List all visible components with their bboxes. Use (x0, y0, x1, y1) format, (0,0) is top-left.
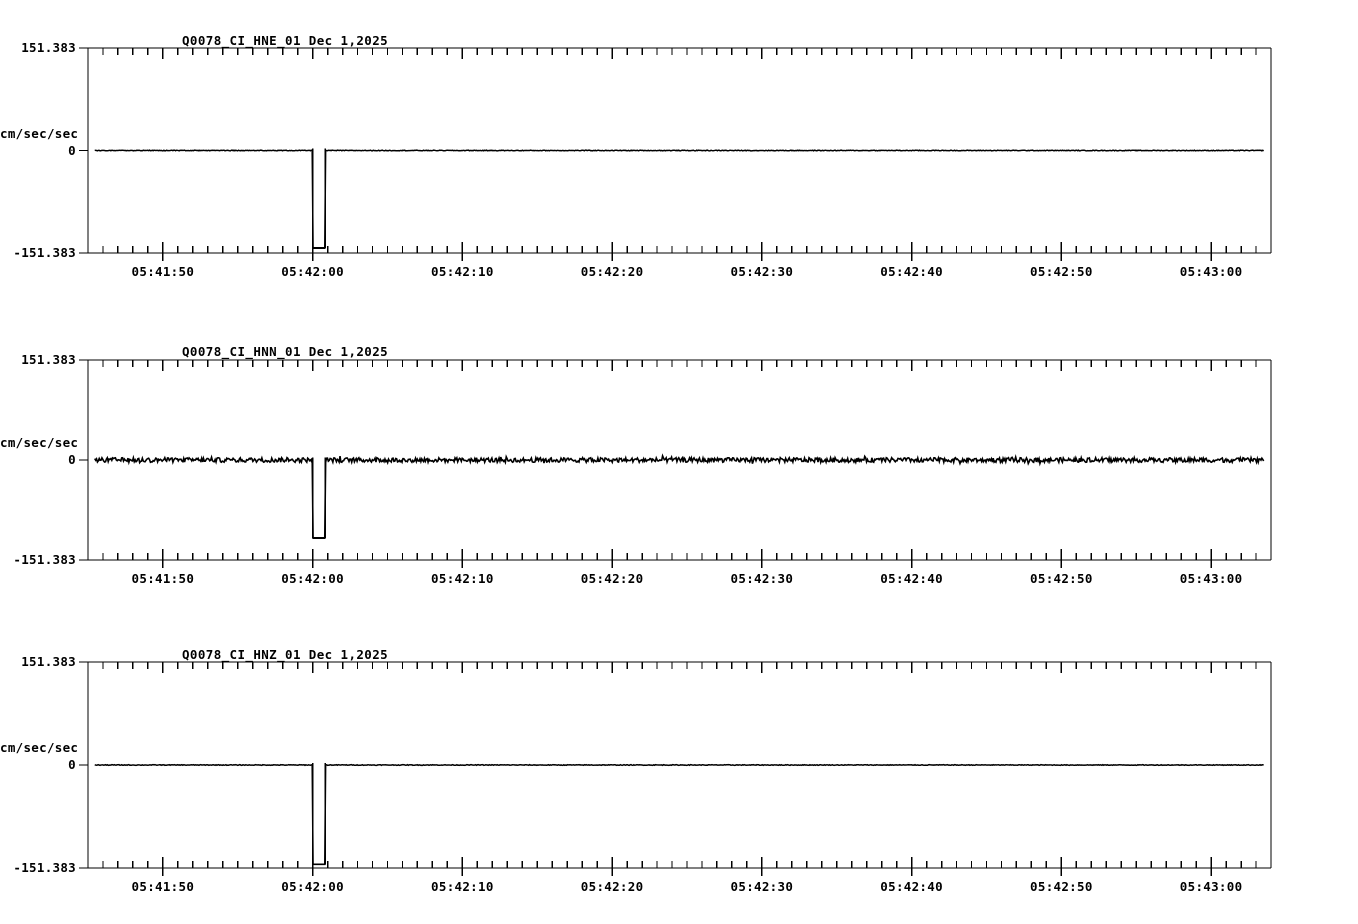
x-axis-tick-label: 05:41:50 (131, 879, 195, 894)
y-axis-max-label: 151.383 (21, 352, 76, 367)
x-axis-tick-label: 05:42:30 (730, 879, 794, 894)
x-axis-tick-label: 05:41:50 (131, 571, 195, 586)
x-axis-tick-label: 05:42:20 (580, 264, 644, 279)
x-axis-tick-label: 05:41:50 (131, 264, 195, 279)
y-axis-units-label: cm/sec/sec (0, 125, 79, 141)
panel-title: Q0078_CI_HNZ_01 Dec 1,2025 (182, 647, 389, 662)
x-axis-tick-label: 05:42:10 (431, 879, 494, 894)
x-axis-tick-label: 05:42:20 (580, 571, 644, 586)
x-axis-tick-label: 05:42:50 (1030, 879, 1093, 894)
y-axis-min-label: -151.383 (13, 245, 76, 260)
x-axis-tick-label: 05:42:30 (730, 571, 794, 586)
y-axis-zero-label: 0 (68, 142, 76, 158)
y-axis-max-label: 151.383 (21, 654, 76, 669)
x-axis-tick-label: 05:42:30 (730, 264, 794, 279)
x-axis-tick-label: 05:43:00 (1179, 264, 1243, 279)
x-axis-tick-label: 05:43:00 (1179, 571, 1243, 586)
x-axis-tick-label: 05:42:10 (431, 571, 494, 586)
x-axis-tick-label: 05:42:40 (880, 879, 943, 894)
x-axis-tick-label: 05:42:10 (431, 264, 494, 279)
y-axis-zero-label: 0 (68, 452, 76, 467)
x-axis-tick-label: 05:42:50 (1030, 571, 1093, 586)
x-axis-tick-label: 05:42:00 (281, 571, 344, 586)
y-axis-units-label: cm/sec/sec (0, 740, 79, 755)
y-axis-min-label: -151.383 (13, 552, 76, 567)
waveform-trace (94, 149, 1265, 249)
y-axis-min-label: -151.383 (13, 860, 76, 875)
x-axis-tick-label: 05:42:00 (281, 879, 344, 894)
x-axis-tick-label: 05:42:50 (1030, 264, 1093, 279)
x-axis-tick-label: 05:42:00 (281, 264, 344, 279)
y-axis-zero-label: 0 (68, 757, 76, 772)
waveform-trace (94, 453, 1265, 539)
x-axis-tick-label: 05:43:00 (1179, 879, 1243, 894)
x-axis-tick-label: 05:42:40 (880, 571, 943, 586)
y-axis-max-label: 151.383 (21, 40, 76, 55)
x-axis-tick-label: 05:42:20 (580, 879, 644, 894)
x-axis-tick-label: 05:42:40 (880, 264, 943, 279)
panel-title: Q0078_CI_HNN_01 Dec 1,2025 (182, 344, 389, 359)
y-axis-units-label: cm/sec/sec (0, 435, 79, 450)
panel-title: Q0078_CI_HNE_01 Dec 1,2025 (182, 33, 389, 48)
waveform-trace (94, 763, 1264, 866)
